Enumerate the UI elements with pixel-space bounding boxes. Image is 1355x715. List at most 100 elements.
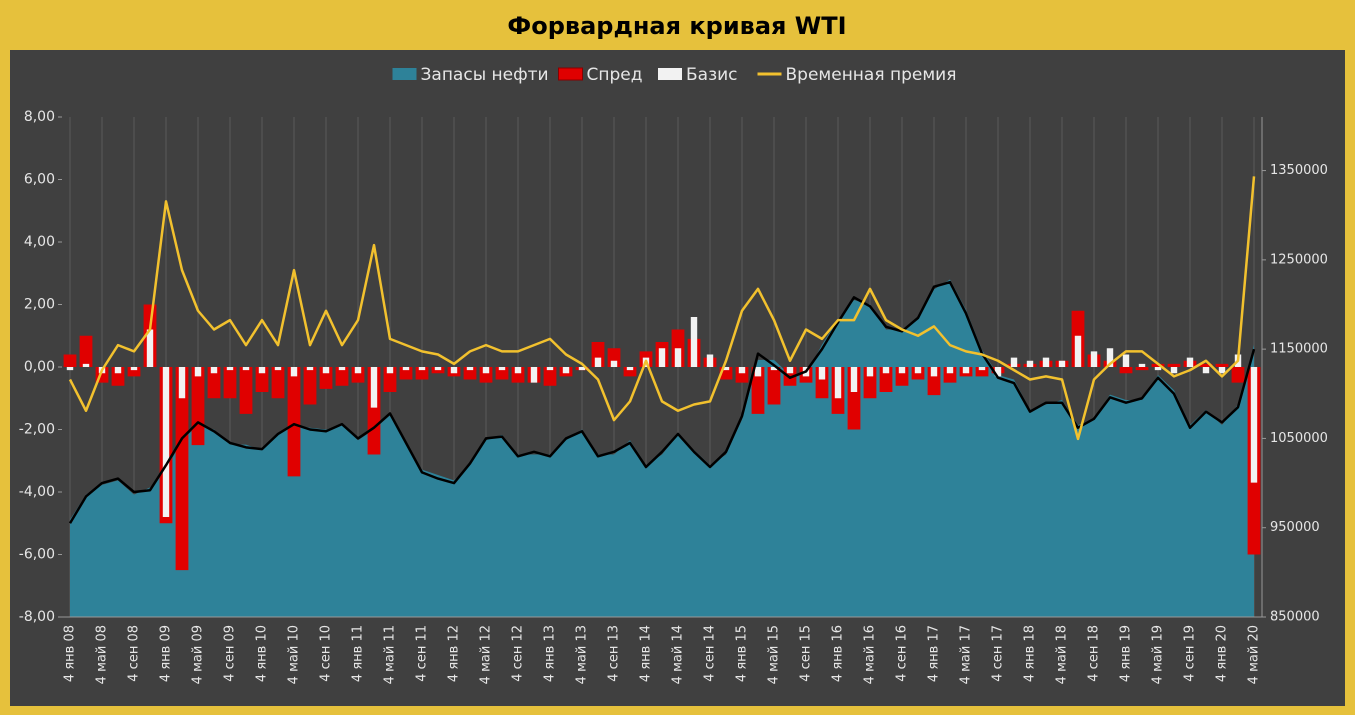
bar (1026, 360, 1034, 367)
x-tick-label: 4 май 09 (191, 625, 206, 684)
bar (287, 367, 301, 477)
bar (767, 367, 781, 405)
x-tick-label: 4 сен 13 (607, 625, 622, 682)
bar (1202, 367, 1210, 374)
bar (610, 360, 618, 367)
x-tick-label: 4 сен 19 (1183, 625, 1198, 682)
bar (1154, 367, 1162, 371)
bar (162, 367, 170, 517)
bar (290, 367, 298, 377)
y2-tick-label: 850000 (1270, 610, 1320, 625)
bar (354, 367, 362, 374)
bar (914, 367, 922, 374)
bar (1074, 335, 1082, 367)
bar (207, 367, 221, 399)
bar (434, 367, 442, 371)
bar (175, 367, 189, 571)
x-tick-label: 4 май 14 (671, 625, 686, 684)
x-tick-label: 4 май 16 (863, 625, 878, 684)
bar (946, 367, 954, 374)
bar (335, 367, 349, 386)
bar (623, 367, 637, 377)
bar (466, 367, 474, 371)
area (70, 279, 1254, 617)
legend-label: Временная премия (786, 65, 957, 85)
x-tick-label: 4 янв 11 (351, 625, 366, 682)
x-tick-label: 4 май 17 (959, 625, 974, 684)
x-tick-label: 4 янв 12 (447, 625, 462, 682)
bar (1042, 357, 1050, 367)
bar (258, 367, 266, 374)
bar (962, 367, 970, 374)
bar (898, 367, 906, 374)
bar (322, 367, 330, 374)
marks (63, 176, 1261, 617)
bar (82, 363, 90, 367)
bar (754, 367, 762, 377)
bar (1122, 354, 1130, 367)
y2-tick-label: 1050000 (1270, 431, 1328, 446)
bar (191, 367, 205, 446)
bar (930, 367, 938, 377)
y2-tick-label: 950000 (1270, 520, 1320, 535)
bar (306, 367, 314, 371)
x-tick-label: 4 янв 15 (735, 625, 750, 682)
bar (210, 367, 218, 374)
legend-swatch (392, 68, 417, 80)
bar (338, 367, 346, 371)
y-tick-label: 6,00 (24, 172, 55, 188)
bar (626, 367, 634, 371)
bar (751, 367, 765, 414)
bar (303, 367, 317, 405)
bar (1250, 367, 1258, 483)
bar (194, 367, 202, 377)
x-tick-label: 4 сен 14 (703, 625, 718, 682)
x-tick-label: 4 янв 09 (159, 625, 174, 682)
x-tick-label: 4 май 13 (575, 625, 590, 684)
y2-tick-label: 1150000 (1270, 342, 1328, 357)
x-tick-label: 4 май 11 (383, 625, 398, 684)
bar (386, 367, 394, 374)
bar (418, 367, 426, 371)
bar (834, 367, 842, 399)
bar (226, 367, 234, 371)
bar (482, 367, 490, 374)
x-tick-label: 4 янв 10 (255, 625, 270, 682)
bar (1231, 367, 1245, 383)
bar (1167, 363, 1181, 367)
x-tick-label: 4 май 19 (1151, 625, 1166, 684)
y-tick-label: -4,00 (19, 484, 55, 500)
bar (1090, 351, 1098, 367)
bar (1215, 363, 1229, 367)
bar (63, 354, 77, 367)
bar (274, 367, 282, 371)
line (68, 176, 1256, 441)
bar (690, 317, 698, 367)
x-tick-label: 4 сен 11 (415, 625, 430, 682)
x-tick-label: 4 май 12 (479, 625, 494, 684)
chart-title: Форвардная кривая WTI (507, 12, 846, 40)
bar (1218, 367, 1226, 374)
x-tick-label: 4 май 18 (1055, 625, 1070, 684)
bar (562, 367, 570, 374)
bar (1119, 367, 1133, 374)
x-tick-label: 4 май 10 (287, 625, 302, 684)
x-tick-label: 4 сен 12 (511, 625, 526, 682)
bar (546, 367, 554, 371)
legend-swatch (658, 68, 682, 80)
bar (114, 367, 122, 374)
x-tick-label: 4 сен 10 (319, 625, 334, 682)
bar (994, 367, 1002, 377)
x-tick-label: 4 янв 13 (543, 625, 558, 682)
legend-swatch (558, 67, 583, 81)
x-tick-label: 4 янв 16 (831, 625, 846, 682)
x-tick-label: 4 май 20 (1247, 625, 1262, 684)
bar (239, 367, 253, 414)
bar (786, 367, 794, 374)
y-tick-label: 2,00 (24, 297, 55, 313)
x-tick-label: 4 сен 08 (127, 625, 142, 682)
bar (738, 367, 746, 374)
x-tick-label: 4 сен 17 (991, 625, 1006, 682)
bar (1199, 363, 1213, 367)
